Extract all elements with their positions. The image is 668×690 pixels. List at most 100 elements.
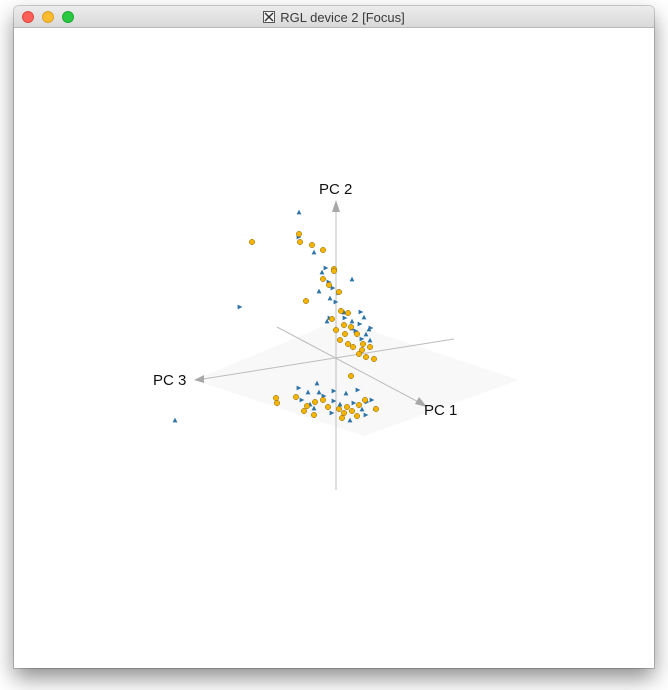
sphere-point [337, 337, 343, 343]
sphere-point [348, 324, 354, 330]
sphere-point [339, 415, 345, 421]
tetrahedron-point [329, 410, 335, 416]
minimize-button[interactable] [42, 11, 54, 23]
tetrahedron-point [323, 265, 329, 271]
sphere-point [320, 276, 326, 282]
sphere-point [344, 404, 350, 410]
tetrahedron-point [349, 318, 355, 324]
sphere-point [342, 331, 348, 337]
tetrahedron-point [331, 388, 337, 394]
tetrahedron-point [359, 336, 365, 342]
close-button[interactable] [22, 11, 34, 23]
axis-pc1-arrowhead [415, 397, 427, 407]
sphere-point [249, 239, 255, 245]
sphere-point [356, 402, 362, 408]
sphere-point [371, 356, 377, 362]
tetrahedron-point [333, 299, 339, 305]
tetrahedron-point [299, 397, 305, 403]
tetrahedron-point [359, 406, 365, 412]
sphere-point [329, 316, 335, 322]
tetrahedron-point [361, 314, 367, 320]
sphere-point [301, 408, 307, 414]
rgl-canvas[interactable]: PC 2 PC 1 PC 3 [14, 28, 654, 668]
tetrahedron-point [357, 321, 363, 327]
tetrahedron-point [363, 412, 369, 418]
sphere-point [325, 404, 331, 410]
axis-pc1-line [276, 326, 427, 407]
sphere-points [249, 231, 379, 421]
sphere-point [360, 341, 366, 347]
scene-3d[interactable]: PC 2 PC 1 PC 3 [14, 28, 654, 668]
sphere-point [338, 308, 344, 314]
tetrahedron-point [172, 417, 178, 423]
sphere-point [373, 406, 379, 412]
sphere-point [345, 310, 351, 316]
sphere-point [320, 247, 326, 253]
sphere-point [354, 413, 360, 419]
axis-pc2-arrowhead [332, 200, 340, 212]
tetrahedron-point [319, 269, 325, 275]
tetrahedron-point [369, 397, 375, 403]
tetrahedron-point [316, 288, 322, 294]
horizontal-plane [194, 320, 519, 436]
sphere-point [296, 231, 302, 237]
sphere-point [367, 344, 373, 350]
tetrahedron-point [327, 295, 333, 301]
tetrahedron-point [343, 390, 349, 396]
axis-pc3-line [196, 338, 455, 381]
sphere-point [297, 239, 303, 245]
tetrahedron-point [314, 380, 320, 386]
tetrahedron-point [358, 309, 364, 315]
tetrahedron-point [347, 417, 353, 423]
tetrahedron-point [324, 318, 330, 324]
axis-label-pc3: PC 3 [153, 372, 186, 389]
zoom-button[interactable] [62, 11, 74, 23]
tetrahedron-point [305, 389, 311, 395]
sphere-point [312, 399, 318, 405]
tetrahedron-point [331, 398, 337, 404]
tetrahedron-point [316, 389, 322, 395]
sphere-point [354, 331, 360, 337]
tetrahedron-point [351, 400, 357, 406]
sphere-point [341, 322, 347, 328]
sphere-point [331, 268, 337, 274]
tetrahedron-point [355, 387, 361, 393]
tetrahedron-point [296, 385, 302, 391]
axis-pc3-arrowhead [194, 375, 204, 383]
tetrahedron-point [337, 401, 343, 407]
sphere-point [320, 397, 326, 403]
window-title: RGL device 2 [Focus] [280, 9, 405, 25]
sphere-point [326, 282, 332, 288]
axis-label-pc1: PC 1 [424, 402, 457, 419]
tetrahedron-point [368, 325, 374, 331]
tetrahedron-point [311, 405, 317, 411]
tetrahedron-point [367, 337, 373, 343]
window-title-area: RGL device 2 [Focus] [14, 6, 654, 28]
sphere-point [309, 242, 315, 248]
sphere-point [304, 403, 310, 409]
sphere-point [336, 289, 342, 295]
sphere-point [336, 406, 342, 412]
sphere-point [356, 351, 362, 357]
sphere-point [273, 395, 279, 401]
axes-group: PC 2 PC 1 PC 3 [153, 181, 457, 490]
sphere-point [348, 373, 354, 379]
sphere-point [359, 347, 365, 353]
sphere-point [345, 341, 351, 347]
tetrahedron-point [237, 304, 243, 310]
tetrahedron-point [330, 285, 336, 291]
sphere-point [311, 412, 317, 418]
tetrahedron-point [296, 209, 302, 215]
rgl-window: RGL device 2 [Focus] PC 2 PC 1 PC 3 [14, 6, 654, 668]
sphere-point [349, 408, 355, 414]
tetrahedron-point [342, 315, 348, 321]
sphere-point [350, 344, 356, 350]
sphere-point [341, 410, 347, 416]
x11-icon [263, 11, 276, 23]
title-bar[interactable]: RGL device 2 [Focus] [14, 6, 654, 28]
sphere-point [274, 400, 280, 406]
tetrahedron-point [311, 249, 317, 255]
sphere-point [293, 394, 299, 400]
axis-label-pc2: PC 2 [319, 181, 352, 198]
sphere-point [362, 397, 368, 403]
